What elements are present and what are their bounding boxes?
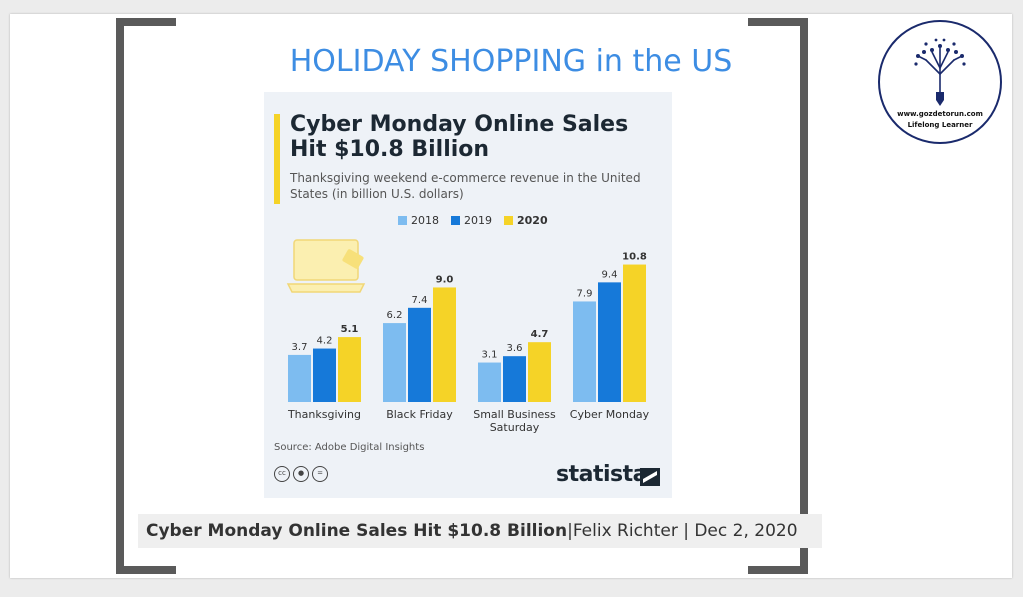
- value-label-black-friday-2018: 6.2: [387, 310, 403, 321]
- slide: HOLIDAY SHOPPING in the US Cyber Monday …: [10, 14, 1012, 578]
- value-label-thanksgiving-2018: 3.7: [292, 342, 308, 353]
- value-label-thanksgiving-2020: 5.1: [341, 324, 359, 335]
- category-label-cyber-monday: Cyber Monday: [570, 408, 650, 421]
- bar-cyber-monday-2020: [623, 264, 646, 402]
- legend-item-2018: 2018: [398, 214, 439, 227]
- logo-tagline: Lifelong Learner: [907, 121, 973, 129]
- left-bracket-decoration: [116, 18, 176, 574]
- tree-pencil-icon: [914, 38, 966, 106]
- bar-black-friday-2019: [408, 307, 431, 402]
- right-bracket-decoration: [748, 18, 808, 574]
- category-label-small-business-saturday: Small Business Saturday: [473, 408, 556, 434]
- legend-item-2020: 2020: [504, 214, 548, 227]
- value-label-thanksgiving-2019: 4.2: [317, 336, 333, 347]
- laptop-illustration-icon: [286, 239, 366, 293]
- legend-swatch-2019: [451, 216, 460, 225]
- legend-label-2020: 2020: [517, 214, 548, 227]
- infographic-subtitle: Thanksgiving weekend e-commerce revenue …: [290, 171, 641, 201]
- category-label-thanksgiving: Thanksgiving: [287, 408, 361, 421]
- legend-label-2019: 2019: [464, 214, 492, 227]
- bar-cyber-monday-2019: [598, 282, 621, 402]
- bar-small-business-saturday-2020: [528, 342, 551, 402]
- title-accent-bar: [274, 114, 280, 204]
- infographic: Cyber Monday Online Sales Hit $10.8 Bill…: [264, 92, 672, 498]
- chart-source: Source: Adobe Digital Insights: [274, 442, 425, 453]
- value-label-small-business-saturday-2020: 4.7: [531, 329, 549, 340]
- bar-thanksgiving-2018: [288, 354, 311, 402]
- legend-label-2018: 2018: [411, 214, 439, 227]
- value-label-small-business-saturday-2019: 3.6: [507, 343, 523, 354]
- bar-thanksgiving-2020: [338, 337, 361, 402]
- license-icons: cc ● =: [274, 466, 328, 482]
- value-label-black-friday-2020: 9.0: [436, 274, 454, 285]
- bar-small-business-saturday-2019: [503, 356, 526, 402]
- legend-swatch-2020: [504, 216, 513, 225]
- statista-logo: statista: [556, 462, 647, 487]
- site-logo: www.gozdetorun.com Lifelong Learner: [878, 20, 1002, 144]
- by-icon: ●: [293, 466, 309, 482]
- nd-icon: =: [312, 466, 328, 482]
- bar-chart: 3.7 4.2 5.1 6.2 7.4 9.0 3.1 3.6 4.7 7.9 9.4 10.8 Th…: [286, 239, 650, 434]
- legend-swatch-2018: [398, 216, 407, 225]
- logo-url: www.gozdetorun.com: [897, 110, 983, 118]
- legend-item-2019: 2019: [451, 214, 492, 227]
- chart-legend: 2018 2019 2020: [398, 214, 548, 227]
- bar-cyber-monday-2018: [573, 301, 596, 402]
- value-label-cyber-monday-2020: 10.8: [622, 252, 647, 263]
- caption-title: Cyber Monday Online Sales Hit $10.8 Bill…: [146, 521, 568, 541]
- value-label-black-friday-2019: 7.4: [412, 295, 428, 306]
- value-label-cyber-monday-2019: 9.4: [602, 269, 618, 280]
- caption-author-date: |Felix Richter | Dec 2, 2020: [567, 521, 798, 541]
- bar-thanksgiving-2019: [313, 348, 336, 402]
- cc-icon: cc: [274, 466, 290, 482]
- value-label-cyber-monday-2018: 7.9: [577, 288, 593, 299]
- bar-small-business-saturday-2018: [478, 362, 501, 402]
- infographic-title: Cyber Monday Online Sales Hit $10.8 Bill…: [290, 112, 629, 162]
- slide-caption: Cyber Monday Online Sales Hit $10.8 Bill…: [138, 514, 822, 548]
- slide-title: HOLIDAY SHOPPING in the US: [289, 44, 733, 79]
- value-label-small-business-saturday-2018: 3.1: [482, 350, 498, 361]
- bar-black-friday-2018: [383, 323, 406, 402]
- bar-black-friday-2020: [433, 287, 456, 402]
- category-label-black-friday: Black Friday: [386, 408, 453, 421]
- statista-mark-icon: [640, 468, 660, 486]
